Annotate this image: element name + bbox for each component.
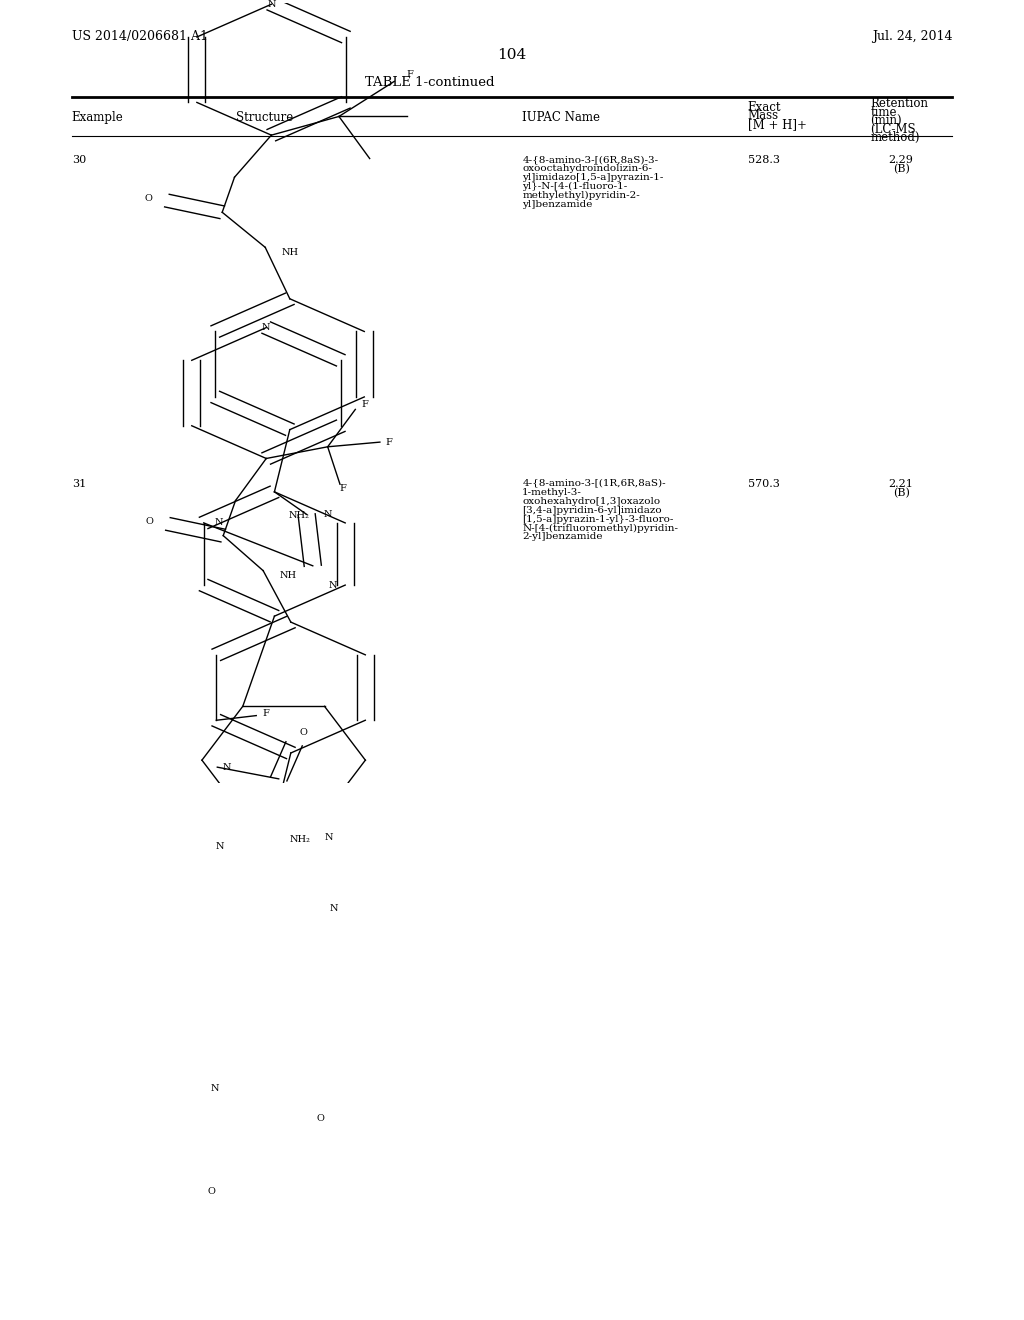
Text: F: F <box>262 709 269 718</box>
Text: Jul. 24, 2014: Jul. 24, 2014 <box>871 30 952 44</box>
Text: O: O <box>299 727 307 737</box>
Text: 2.21: 2.21 <box>889 479 913 488</box>
Text: O: O <box>316 1114 325 1123</box>
Text: IUPAC Name: IUPAC Name <box>522 111 600 124</box>
Text: 2.29: 2.29 <box>889 156 913 165</box>
Text: N: N <box>329 581 337 590</box>
Text: N: N <box>267 0 275 9</box>
Text: N: N <box>211 1084 219 1093</box>
Text: method): method) <box>870 131 920 144</box>
Text: yl]benzamide: yl]benzamide <box>522 201 593 209</box>
Text: Exact: Exact <box>748 100 781 114</box>
Text: yl}-N-[4-(1-fluoro-1-: yl}-N-[4-(1-fluoro-1- <box>522 182 628 191</box>
Text: NH: NH <box>280 570 296 579</box>
Text: N: N <box>262 323 270 333</box>
Text: O: O <box>145 517 154 527</box>
Text: F: F <box>340 484 346 494</box>
Text: N: N <box>215 519 223 528</box>
Text: 1-methyl-3-: 1-methyl-3- <box>522 487 582 496</box>
Text: N: N <box>325 833 334 842</box>
Text: O: O <box>207 1187 215 1196</box>
Text: (min): (min) <box>870 114 902 127</box>
Text: N: N <box>216 842 224 851</box>
Text: NH: NH <box>282 248 298 256</box>
Text: NH₂: NH₂ <box>290 834 310 843</box>
Text: 31: 31 <box>72 479 86 488</box>
Text: N-[4-(trifluoromethyl)pyridin-: N-[4-(trifluoromethyl)pyridin- <box>522 524 678 533</box>
Text: TABLE 1-continued: TABLE 1-continued <box>366 77 495 90</box>
Text: Structure: Structure <box>236 111 293 124</box>
Text: oxohexahydro[1,3]oxazolo: oxohexahydro[1,3]oxazolo <box>522 496 660 506</box>
Text: methylethyl)pyridin-2-: methylethyl)pyridin-2- <box>522 191 640 201</box>
Text: Retention: Retention <box>870 96 929 110</box>
Text: [3,4-a]pyridin-6-yl]imidazo: [3,4-a]pyridin-6-yl]imidazo <box>522 506 662 515</box>
Text: Example: Example <box>72 111 124 124</box>
Text: (B): (B) <box>893 487 909 498</box>
Text: 104: 104 <box>498 48 526 62</box>
Text: [M + H]+: [M + H]+ <box>748 117 806 131</box>
Text: 30: 30 <box>72 156 86 165</box>
Text: 570.3: 570.3 <box>748 479 779 488</box>
Text: oxooctahydroindolizin-6-: oxooctahydroindolizin-6- <box>522 165 652 173</box>
Text: US 2014/0206681 A1: US 2014/0206681 A1 <box>72 30 208 44</box>
Text: Mass: Mass <box>748 110 778 123</box>
Text: (B): (B) <box>893 165 909 174</box>
Text: (LC-MS: (LC-MS <box>870 123 916 136</box>
Text: F: F <box>386 438 392 446</box>
Text: time: time <box>870 106 897 119</box>
Text: N: N <box>324 510 333 519</box>
Text: N: N <box>330 904 338 913</box>
Text: F: F <box>361 400 368 409</box>
Text: 2-yl]benzamide: 2-yl]benzamide <box>522 532 603 541</box>
Text: 4-{8-amino-3-[(6R,8aS)-3-: 4-{8-amino-3-[(6R,8aS)-3- <box>522 156 658 165</box>
Text: N: N <box>222 763 230 772</box>
Text: 4-{8-amino-3-[(1R,6R,8aS)-: 4-{8-amino-3-[(1R,6R,8aS)- <box>522 479 666 488</box>
Text: NH₂: NH₂ <box>289 511 309 520</box>
Text: F: F <box>407 70 413 79</box>
Text: [1,5-a]pyrazin-1-yl}-3-fluoro-: [1,5-a]pyrazin-1-yl}-3-fluoro- <box>522 515 674 524</box>
Text: yl]imidazo[1,5-a]pyrazin-1-: yl]imidazo[1,5-a]pyrazin-1- <box>522 173 664 182</box>
Text: 528.3: 528.3 <box>748 156 779 165</box>
Text: O: O <box>144 194 153 203</box>
